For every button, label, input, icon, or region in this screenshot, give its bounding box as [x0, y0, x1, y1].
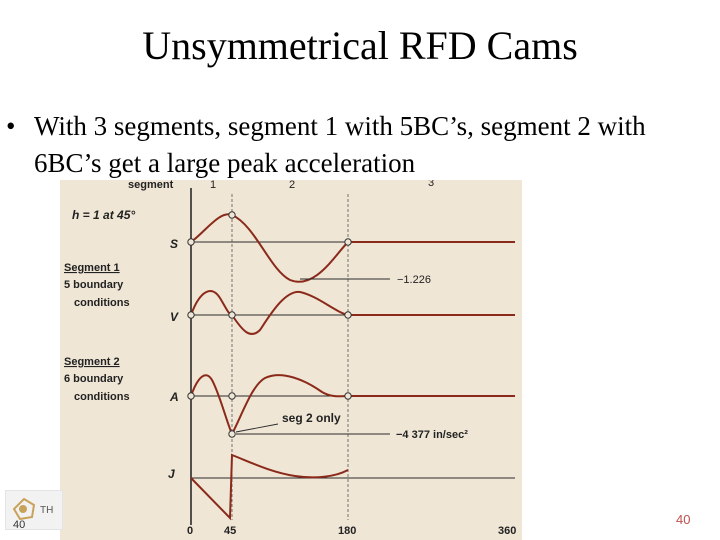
v-boundary-point-0: [187, 311, 195, 319]
segment1-label-line2: 5 boundary: [64, 279, 124, 291]
s-curve: [190, 213, 515, 283]
a-peak-point: [228, 430, 236, 438]
a-boundary-point-0: [187, 392, 195, 400]
slide-title: Unsymmetrical RFD Cams: [142, 23, 578, 68]
v-boundary-point-45: [228, 311, 236, 319]
segment1-label-line1: Segment 1: [64, 262, 120, 274]
segment2-label-line3: conditions: [74, 391, 130, 403]
j-curve: [190, 453, 349, 521]
s-boundary-point-45: [228, 211, 236, 219]
university-logo: TH: [5, 490, 63, 530]
segment2-label-line1: Segment 2: [64, 356, 120, 368]
s-boundary-point-180: [344, 238, 352, 246]
seg2-leader: [235, 423, 279, 433]
a-boundary-point-180: [344, 392, 352, 400]
v-curve: [190, 290, 515, 335]
s-boundary-point-0: [187, 238, 195, 246]
segment-number-2: 2: [289, 180, 295, 191]
curve-label-a: A: [169, 390, 179, 404]
x-tick-0: 0: [187, 525, 193, 537]
v-boundary-point-180: [344, 311, 352, 319]
slide-number-left: 40: [13, 519, 26, 531]
velocity-min-label: −1.226: [397, 274, 431, 286]
logo-text: TH: [40, 505, 53, 516]
segment2-label-line2: 6 boundary: [64, 373, 124, 385]
bullet-marker: •: [6, 111, 16, 141]
seg2-only-label: seg 2 only: [282, 411, 341, 425]
x-tick-45: 45: [224, 525, 236, 537]
a-curve: [190, 374, 515, 437]
segment1-label-line3: conditions: [74, 297, 130, 309]
x-tick-360: 360: [498, 525, 516, 537]
segment-header: segment: [128, 180, 174, 191]
logo-icon: TH: [12, 497, 53, 521]
segment-number-3: 3: [428, 180, 434, 189]
curve-label-s: S: [170, 237, 178, 251]
a-boundary-point-45: [228, 392, 236, 400]
bullet-text: With 3 segments, segment 1 with 5BC’s, s…: [34, 111, 646, 178]
h-label: h = 1 at 45°: [72, 208, 135, 222]
slide-number-right: 40: [676, 512, 691, 527]
accel-peak-label: −4 377 in/sec²: [396, 429, 468, 441]
curve-label-j: J: [168, 467, 175, 481]
segment-number-1: 1: [210, 180, 216, 191]
x-tick-180: 180: [338, 525, 356, 537]
cam-svaj-figure: segment 1 2 3 h = 1 at 45° Segment 1 5 b…: [60, 180, 522, 540]
curve-label-v: V: [170, 310, 179, 324]
svaj-diagram: segment 1 2 3 h = 1 at 45° Segment 1 5 b…: [64, 180, 516, 537]
